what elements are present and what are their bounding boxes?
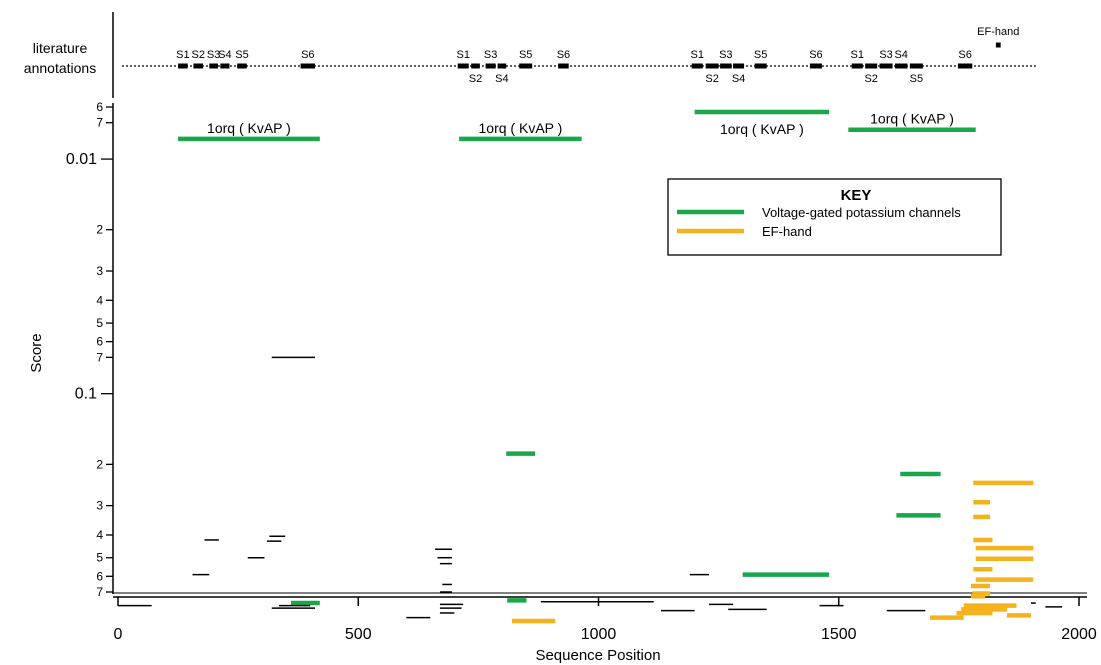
y-tick-label-14: 6	[96, 569, 103, 583]
annotation-segment-23	[957, 63, 973, 69]
annotation-label-9: S4	[495, 73, 508, 85]
annotation-track-label-1: annotations	[24, 60, 96, 76]
annotation-label-1: S2	[192, 49, 205, 61]
legend-box	[667, 178, 1002, 256]
annotation-label-7: S2	[469, 73, 482, 85]
annotation-label-10: S5	[519, 49, 532, 61]
x-tick-label-1: 500	[345, 626, 372, 643]
annotation-label-12: S1	[691, 49, 704, 61]
annotation-segment-18	[851, 63, 863, 69]
annotation-label-14: S3	[719, 49, 732, 61]
series-1	[512, 480, 1034, 624]
series-0	[178, 109, 976, 606]
annotation-segment-19	[865, 63, 878, 69]
y-axis-label: Score	[28, 333, 45, 372]
annotation-label-16: S5	[754, 49, 767, 61]
annotation-track-label-0: literature	[33, 40, 88, 56]
x-tick-label-3: 1500	[821, 626, 857, 643]
annotation-label-3: S4	[218, 49, 231, 61]
y-tick-label-12: 4	[96, 528, 103, 542]
legend-title: KEY	[841, 187, 872, 204]
annotation-segment-8	[485, 63, 496, 69]
annotation-segment-20	[879, 63, 893, 69]
structure-label-2: 1orq ( KvAP )	[720, 121, 804, 137]
y-tick-label-6: 5	[96, 316, 103, 330]
annotation-segment-6	[457, 63, 469, 69]
annotation-label-17: S6	[809, 49, 822, 61]
series-2	[118, 356, 1063, 619]
structure-label-0: 1orq ( KvAP )	[207, 120, 291, 136]
annotation-label-21: S4	[894, 49, 907, 61]
annotation-label-13: S2	[705, 73, 718, 85]
annotation-segment-11	[558, 63, 569, 69]
x-axis-label: Sequence Position	[535, 647, 660, 664]
annotation-segment-17	[809, 63, 822, 69]
annotation-segment-7	[471, 63, 480, 69]
annotation-segment-0	[178, 63, 188, 69]
annotation-segment-22	[909, 63, 923, 69]
y-tick-label-0: 6	[96, 100, 103, 114]
y-tick-label-11: 3	[96, 499, 103, 513]
annotation-label-23: S6	[958, 49, 971, 61]
y-tick-label-2: 0.01	[66, 151, 97, 168]
y-tick-label-10: 2	[96, 457, 103, 471]
annotation-label-5: S6	[301, 49, 314, 61]
annotation-segment-13	[705, 63, 719, 69]
annotation-segment-15	[733, 63, 745, 69]
annotation-segment-2	[209, 63, 218, 69]
y-tick-label-4: 3	[96, 264, 103, 278]
annotation-segment-24	[995, 42, 1001, 48]
plot-layer	[118, 109, 1063, 624]
annotation-label-19: S2	[864, 73, 877, 85]
y-tick-label-9: 0.1	[75, 386, 97, 403]
annotation-segment-16	[754, 63, 767, 69]
y-tick-label-8: 7	[96, 350, 103, 364]
annotation-label-11: S6	[557, 49, 570, 61]
y-tick-label-15: 7	[96, 585, 103, 599]
structure-label-3: 1orq ( KvAP )	[870, 111, 954, 127]
annotation-label-4: S5	[235, 49, 248, 61]
annotation-segment-10	[519, 63, 533, 69]
y-tick-label-13: 5	[96, 551, 103, 565]
annotation-segment-9	[497, 63, 507, 69]
x-tick-label-0: 0	[114, 626, 123, 643]
legend-label-0: Voltage-gated potassium channels	[762, 205, 961, 220]
y-tick-label-1: 7	[96, 116, 103, 130]
annotation-segment-3	[220, 63, 230, 69]
y-tick-label-5: 4	[96, 293, 103, 307]
annotation-segment-21	[894, 63, 908, 69]
annotation-label-20: S3	[879, 49, 892, 61]
y-tick-label-7: 6	[96, 335, 103, 349]
annotation-label-0: S1	[176, 49, 189, 61]
annotation-label-22: S5	[910, 73, 923, 85]
annotation-segment-4	[237, 63, 247, 69]
annotation-segment-14	[720, 63, 732, 69]
structure-label-1: 1orq ( KvAP )	[479, 120, 563, 136]
annotation-label-6: S1	[457, 49, 470, 61]
y-tick-label-3: 2	[96, 223, 103, 237]
annotation-label-2: S3	[207, 49, 220, 61]
annotation-label-24: EF-hand	[977, 26, 1019, 38]
x-tick-label-4: 2000	[1061, 626, 1097, 643]
x-tick-label-2: 1000	[581, 626, 617, 643]
annotation-label-8: S3	[484, 49, 497, 61]
annotation-label-15: S4	[732, 73, 745, 85]
annotation-segment-12	[691, 63, 703, 69]
annotation-segment-1	[193, 63, 204, 69]
annotation-segment-5	[300, 63, 316, 69]
annotation-label-18: S1	[851, 49, 864, 61]
legend-label-1: EF-hand	[762, 224, 812, 239]
